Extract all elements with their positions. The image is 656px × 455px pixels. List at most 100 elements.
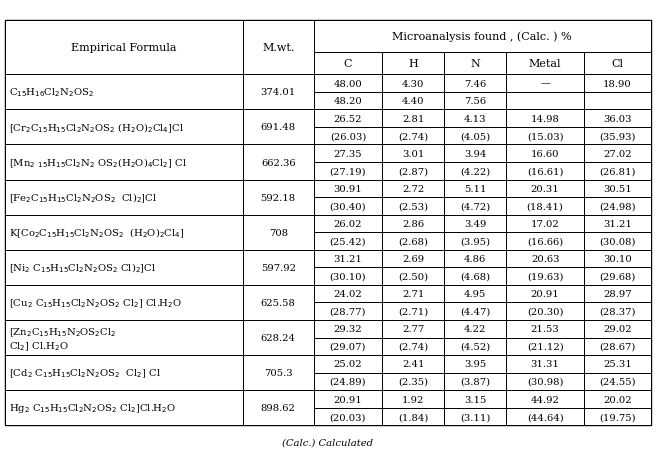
Text: 2.69: 2.69 xyxy=(402,254,424,263)
Text: (28.37): (28.37) xyxy=(600,307,636,316)
Bar xyxy=(314,408,382,425)
Text: 16.60: 16.60 xyxy=(531,149,560,158)
Text: (3.87): (3.87) xyxy=(460,377,490,386)
Bar xyxy=(584,75,651,93)
Bar xyxy=(314,215,382,233)
Bar xyxy=(444,145,506,162)
Text: 705.3: 705.3 xyxy=(264,369,293,377)
Text: (2.74): (2.74) xyxy=(398,342,428,351)
Text: (20.03): (20.03) xyxy=(330,412,366,421)
Bar xyxy=(314,285,382,303)
Text: [Zn$_2$C$_{15}$H$_{15}$N$_2$OS$_2$Cl$_2$: [Zn$_2$C$_{15}$H$_{15}$N$_2$OS$_2$Cl$_2$ xyxy=(9,325,117,338)
Text: 7.46: 7.46 xyxy=(464,79,486,88)
Text: 27.02: 27.02 xyxy=(604,149,632,158)
Bar xyxy=(314,303,382,320)
Bar xyxy=(314,145,382,162)
Text: (18.41): (18.41) xyxy=(527,202,564,211)
Bar xyxy=(584,390,651,408)
Bar xyxy=(314,390,382,408)
Text: 4.30: 4.30 xyxy=(402,79,424,88)
Bar xyxy=(506,93,584,110)
Bar xyxy=(314,53,382,75)
Text: (4.72): (4.72) xyxy=(460,202,490,211)
Bar xyxy=(506,215,584,233)
Bar xyxy=(314,93,382,110)
Bar xyxy=(314,320,382,338)
Bar xyxy=(506,268,584,285)
Bar xyxy=(382,233,444,250)
Bar xyxy=(382,320,444,338)
Bar xyxy=(584,303,651,320)
Bar xyxy=(584,338,651,355)
Bar xyxy=(5,250,243,285)
Bar xyxy=(444,110,506,127)
Bar xyxy=(584,233,651,250)
Bar xyxy=(382,390,444,408)
Text: (27.19): (27.19) xyxy=(330,167,366,176)
Bar xyxy=(584,53,651,75)
Text: (2.53): (2.53) xyxy=(398,202,428,211)
Bar xyxy=(243,320,314,355)
Text: 30.51: 30.51 xyxy=(604,184,632,193)
Bar xyxy=(444,268,506,285)
Bar xyxy=(506,145,584,162)
Text: 2.71: 2.71 xyxy=(402,289,424,298)
Text: [Ni$_2$ C$_{15}$H$_{15}$Cl$_2$N$_2$OS$_2$ Cl)$_2$]Cl: [Ni$_2$ C$_{15}$H$_{15}$Cl$_2$N$_2$OS$_2… xyxy=(9,261,157,274)
Bar xyxy=(314,250,382,268)
Text: (4.52): (4.52) xyxy=(460,342,490,351)
Text: 691.48: 691.48 xyxy=(260,123,296,132)
Text: 4.40: 4.40 xyxy=(402,97,424,106)
Text: 628.24: 628.24 xyxy=(260,334,296,342)
Bar xyxy=(506,373,584,390)
Text: —: — xyxy=(540,79,550,88)
Text: 31.21: 31.21 xyxy=(603,219,632,228)
Text: C: C xyxy=(344,59,352,69)
Text: (24.55): (24.55) xyxy=(600,377,636,386)
Bar xyxy=(506,110,584,127)
Text: (1.84): (1.84) xyxy=(398,412,428,421)
Bar xyxy=(584,180,651,197)
Text: 14.98: 14.98 xyxy=(531,114,560,123)
Bar xyxy=(506,408,584,425)
Bar xyxy=(444,338,506,355)
Text: (30.98): (30.98) xyxy=(527,377,564,386)
Text: (2.35): (2.35) xyxy=(398,377,428,386)
Bar xyxy=(5,145,243,180)
Text: (28.67): (28.67) xyxy=(600,342,636,351)
Text: M.wt.: M.wt. xyxy=(262,43,295,53)
Text: 898.62: 898.62 xyxy=(261,404,296,412)
Text: Hg$_2$ C$_{15}$H$_{15}$Cl$_2$N$_2$OS$_2$ Cl$_2$]Cl.H$_2$O: Hg$_2$ C$_{15}$H$_{15}$Cl$_2$N$_2$OS$_2$… xyxy=(9,401,176,415)
Bar xyxy=(444,127,506,145)
Bar xyxy=(506,320,584,338)
Text: (4.47): (4.47) xyxy=(460,307,490,316)
Text: 28.97: 28.97 xyxy=(604,289,632,298)
Text: [Cd$_2$ C$_{15}$H$_{15}$Cl$_2$N$_2$OS$_2$  Cl$_2$] Cl: [Cd$_2$ C$_{15}$H$_{15}$Cl$_2$N$_2$OS$_2… xyxy=(9,367,161,379)
Text: (26.81): (26.81) xyxy=(600,167,636,176)
Bar xyxy=(506,250,584,268)
Text: [Cr$_2$C$_{15}$H$_{15}$Cl$_2$N$_2$OS$_2$ (H$_2$O)$_2$Cl$_4$]Cl: [Cr$_2$C$_{15}$H$_{15}$Cl$_2$N$_2$OS$_2$… xyxy=(9,121,184,134)
Text: [Fe$_2$C$_{15}$H$_{15}$Cl$_2$N$_2$OS$_2$  Cl)$_2$]Cl: [Fe$_2$C$_{15}$H$_{15}$Cl$_2$N$_2$OS$_2$… xyxy=(9,191,157,204)
Bar xyxy=(243,145,314,180)
Bar xyxy=(506,303,584,320)
Text: 3.95: 3.95 xyxy=(464,359,486,369)
Bar xyxy=(382,338,444,355)
Text: 5.11: 5.11 xyxy=(464,184,486,193)
Bar xyxy=(314,268,382,285)
Bar xyxy=(444,303,506,320)
Text: 4.22: 4.22 xyxy=(464,324,486,334)
Text: (2.74): (2.74) xyxy=(398,132,428,141)
Bar xyxy=(444,197,506,215)
Bar xyxy=(314,338,382,355)
Text: 625.58: 625.58 xyxy=(261,298,296,307)
Text: Cl$_2$] Cl.H$_2$O: Cl$_2$] Cl.H$_2$O xyxy=(9,339,69,352)
Text: (20.30): (20.30) xyxy=(527,307,564,316)
Bar xyxy=(444,53,506,75)
Text: Empirical Formula: Empirical Formula xyxy=(72,43,176,53)
Text: 30.10: 30.10 xyxy=(604,254,632,263)
Bar xyxy=(314,373,382,390)
Text: (4.05): (4.05) xyxy=(460,132,490,141)
Text: (24.98): (24.98) xyxy=(600,202,636,211)
Text: (19.75): (19.75) xyxy=(600,412,636,421)
Bar xyxy=(506,390,584,408)
Text: (24.89): (24.89) xyxy=(330,377,366,386)
